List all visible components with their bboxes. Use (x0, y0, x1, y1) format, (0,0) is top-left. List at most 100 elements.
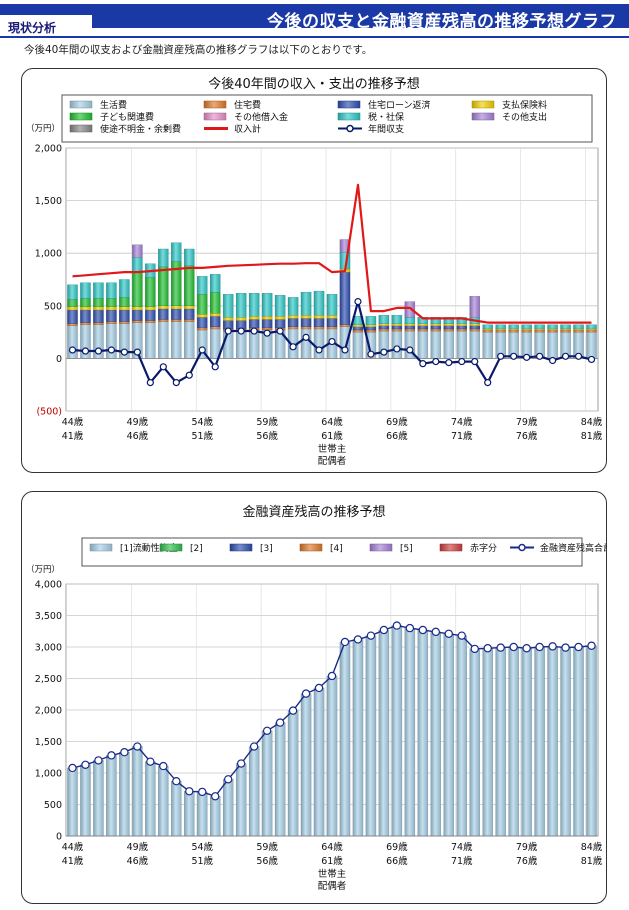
bar-segment (560, 329, 571, 333)
bar-segment (326, 675, 338, 837)
line-marker (587, 641, 596, 650)
x-tick-label: 59歳 (256, 416, 278, 428)
bar-segment (404, 301, 416, 318)
bar-segment (287, 318, 299, 327)
x-tick-label-spouse: 76歳 (516, 855, 538, 867)
line-marker (561, 643, 570, 652)
asset-balance-chart: 金融資産残高の推移予想[1]流動性資金 [2] [3] [4] [5] 赤字分 金融資産残高… (26, 504, 612, 892)
bar-segment (482, 328, 493, 331)
y-tick-label: 1,500 (35, 737, 62, 748)
bar-segment (534, 328, 545, 331)
bar-segment (560, 647, 571, 837)
bar-segment (352, 331, 364, 359)
bar-segment (469, 328, 480, 332)
x-tick-label: 49歳 (127, 841, 149, 853)
line-marker (159, 761, 168, 771)
bar-segment (521, 329, 532, 333)
bar-segment (300, 318, 312, 327)
y-tick-label: 3,500 (35, 611, 62, 622)
line-marker (172, 378, 180, 387)
line-marker (419, 360, 427, 368)
bar-segment (106, 755, 117, 837)
bar-segment (391, 323, 403, 326)
bar-segment (80, 282, 91, 299)
x-tick-label-spouse: 66歳 (386, 855, 408, 867)
bar-segment (352, 324, 364, 327)
bar-segment (171, 321, 182, 359)
bar-segment (106, 309, 117, 322)
x-tick-label: 74歳 (451, 416, 473, 428)
line-marker (510, 352, 518, 360)
legend-swatch (337, 100, 361, 109)
bar-segment (313, 328, 325, 359)
bar-segment (222, 294, 234, 318)
line-marker (185, 787, 194, 796)
bar-segment (145, 309, 156, 321)
bar-segment (365, 329, 377, 333)
line-marker (159, 363, 167, 371)
x-tick-label-spouse: 76歳 (516, 430, 538, 442)
bar-segment (508, 646, 519, 837)
bar-segment (132, 746, 143, 837)
line-marker (275, 718, 285, 727)
bar-segment (106, 321, 117, 324)
bar-segment (573, 324, 584, 330)
bar-segment (80, 306, 91, 311)
line-marker (120, 348, 128, 356)
bar-segment (469, 330, 480, 359)
bar-segment (80, 764, 91, 837)
line-marker (237, 327, 245, 335)
bar-segment (534, 646, 545, 837)
legend-label: [3] (260, 544, 273, 554)
bar-segment (287, 326, 299, 330)
legend-swatch (471, 112, 495, 121)
line-marker (523, 353, 531, 361)
line-marker (484, 378, 492, 387)
legend-label: 年間収支 (368, 123, 404, 135)
bar-segment (210, 291, 221, 314)
bar-segment (508, 324, 519, 330)
bar-segment (106, 306, 117, 311)
bar-segment (378, 325, 390, 330)
bar-segment (67, 284, 78, 300)
line-marker (561, 352, 570, 360)
bar-segment (443, 328, 454, 332)
line-marker (548, 642, 557, 651)
line-marker (262, 726, 272, 735)
bar-segment (210, 796, 221, 837)
bar-segment (378, 328, 390, 332)
line-marker (522, 644, 531, 653)
line-marker (457, 631, 466, 640)
bar-segment (261, 730, 273, 837)
bar-segment (274, 319, 286, 329)
legend-swatch (337, 112, 361, 121)
y-tick-label: (500) (36, 407, 62, 418)
legend-swatch (229, 543, 253, 552)
line-marker (301, 689, 311, 698)
bar-segment (222, 317, 234, 321)
bar-segment (210, 316, 221, 327)
bar-segment (132, 309, 143, 321)
bar-segment (197, 276, 208, 295)
bar-segment (158, 765, 169, 837)
bar-segment (482, 331, 493, 359)
legend-label: その他借入金 (234, 111, 288, 123)
bar-segment (119, 309, 130, 322)
y-tick-label: 2,000 (35, 144, 62, 155)
x-tick-label-spouse: 51歳 (191, 430, 213, 442)
line-marker (445, 359, 453, 367)
bar-segment (274, 295, 286, 317)
line-marker (263, 329, 271, 337)
row-label-householder: 世帯主 (318, 443, 347, 455)
bar-segment (326, 326, 338, 330)
bar-segment (365, 324, 377, 327)
line-marker (405, 623, 415, 633)
bar-segment (495, 328, 506, 331)
legend-label: [2] (190, 544, 203, 554)
line-marker (509, 642, 518, 652)
series-line (72, 183, 592, 324)
legend-label: 使途不明金・余剰費 (100, 123, 181, 135)
legend-label: 税・社保 (368, 111, 404, 123)
bar-segment (235, 763, 247, 837)
legend-swatch (439, 543, 463, 552)
